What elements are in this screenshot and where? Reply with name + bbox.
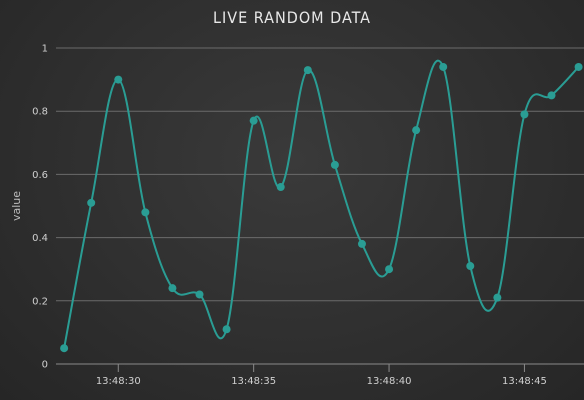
data-point [330, 160, 339, 169]
data-point [168, 284, 177, 293]
data-point [385, 265, 394, 274]
chart-title: LIVE RANDOM DATA [213, 8, 371, 27]
y-tick-label: 0.2 [32, 296, 48, 307]
data-point [303, 66, 312, 75]
data-point [141, 208, 150, 217]
data-point [87, 198, 96, 207]
data-point [466, 262, 475, 271]
data-point [357, 239, 366, 248]
x-tick-label: 13:48:40 [367, 376, 412, 387]
y-tick-label: 0 [42, 360, 48, 371]
x-tick-label: 13:48:45 [502, 376, 547, 387]
data-point [439, 62, 448, 71]
series [63, 59, 580, 349]
data-point [547, 91, 556, 100]
y-tick-label: 0.6 [32, 170, 48, 181]
data-point [520, 110, 529, 119]
x-tick-label: 13:48:35 [231, 376, 276, 387]
data-point [195, 290, 204, 299]
data-point [574, 62, 583, 71]
data-point [249, 116, 258, 125]
data-point [60, 344, 69, 353]
data-point [222, 325, 231, 334]
y-tick-label: 0.4 [32, 233, 48, 244]
data-point [114, 75, 123, 84]
data-points [60, 62, 583, 353]
x-tick-label: 13:48:30 [96, 376, 141, 387]
y-tick-label: 1 [42, 44, 48, 55]
axes: 0 0.2 0.4 0.6 0.8 1 13:48:30 13:48:35 13:48:40 13… [32, 44, 584, 387]
data-point [412, 126, 421, 135]
data-point [276, 183, 285, 192]
y-axis-title: value [10, 191, 23, 221]
data-point [493, 293, 502, 302]
y-tick-label: 0.8 [32, 107, 48, 118]
series-line [63, 59, 580, 349]
